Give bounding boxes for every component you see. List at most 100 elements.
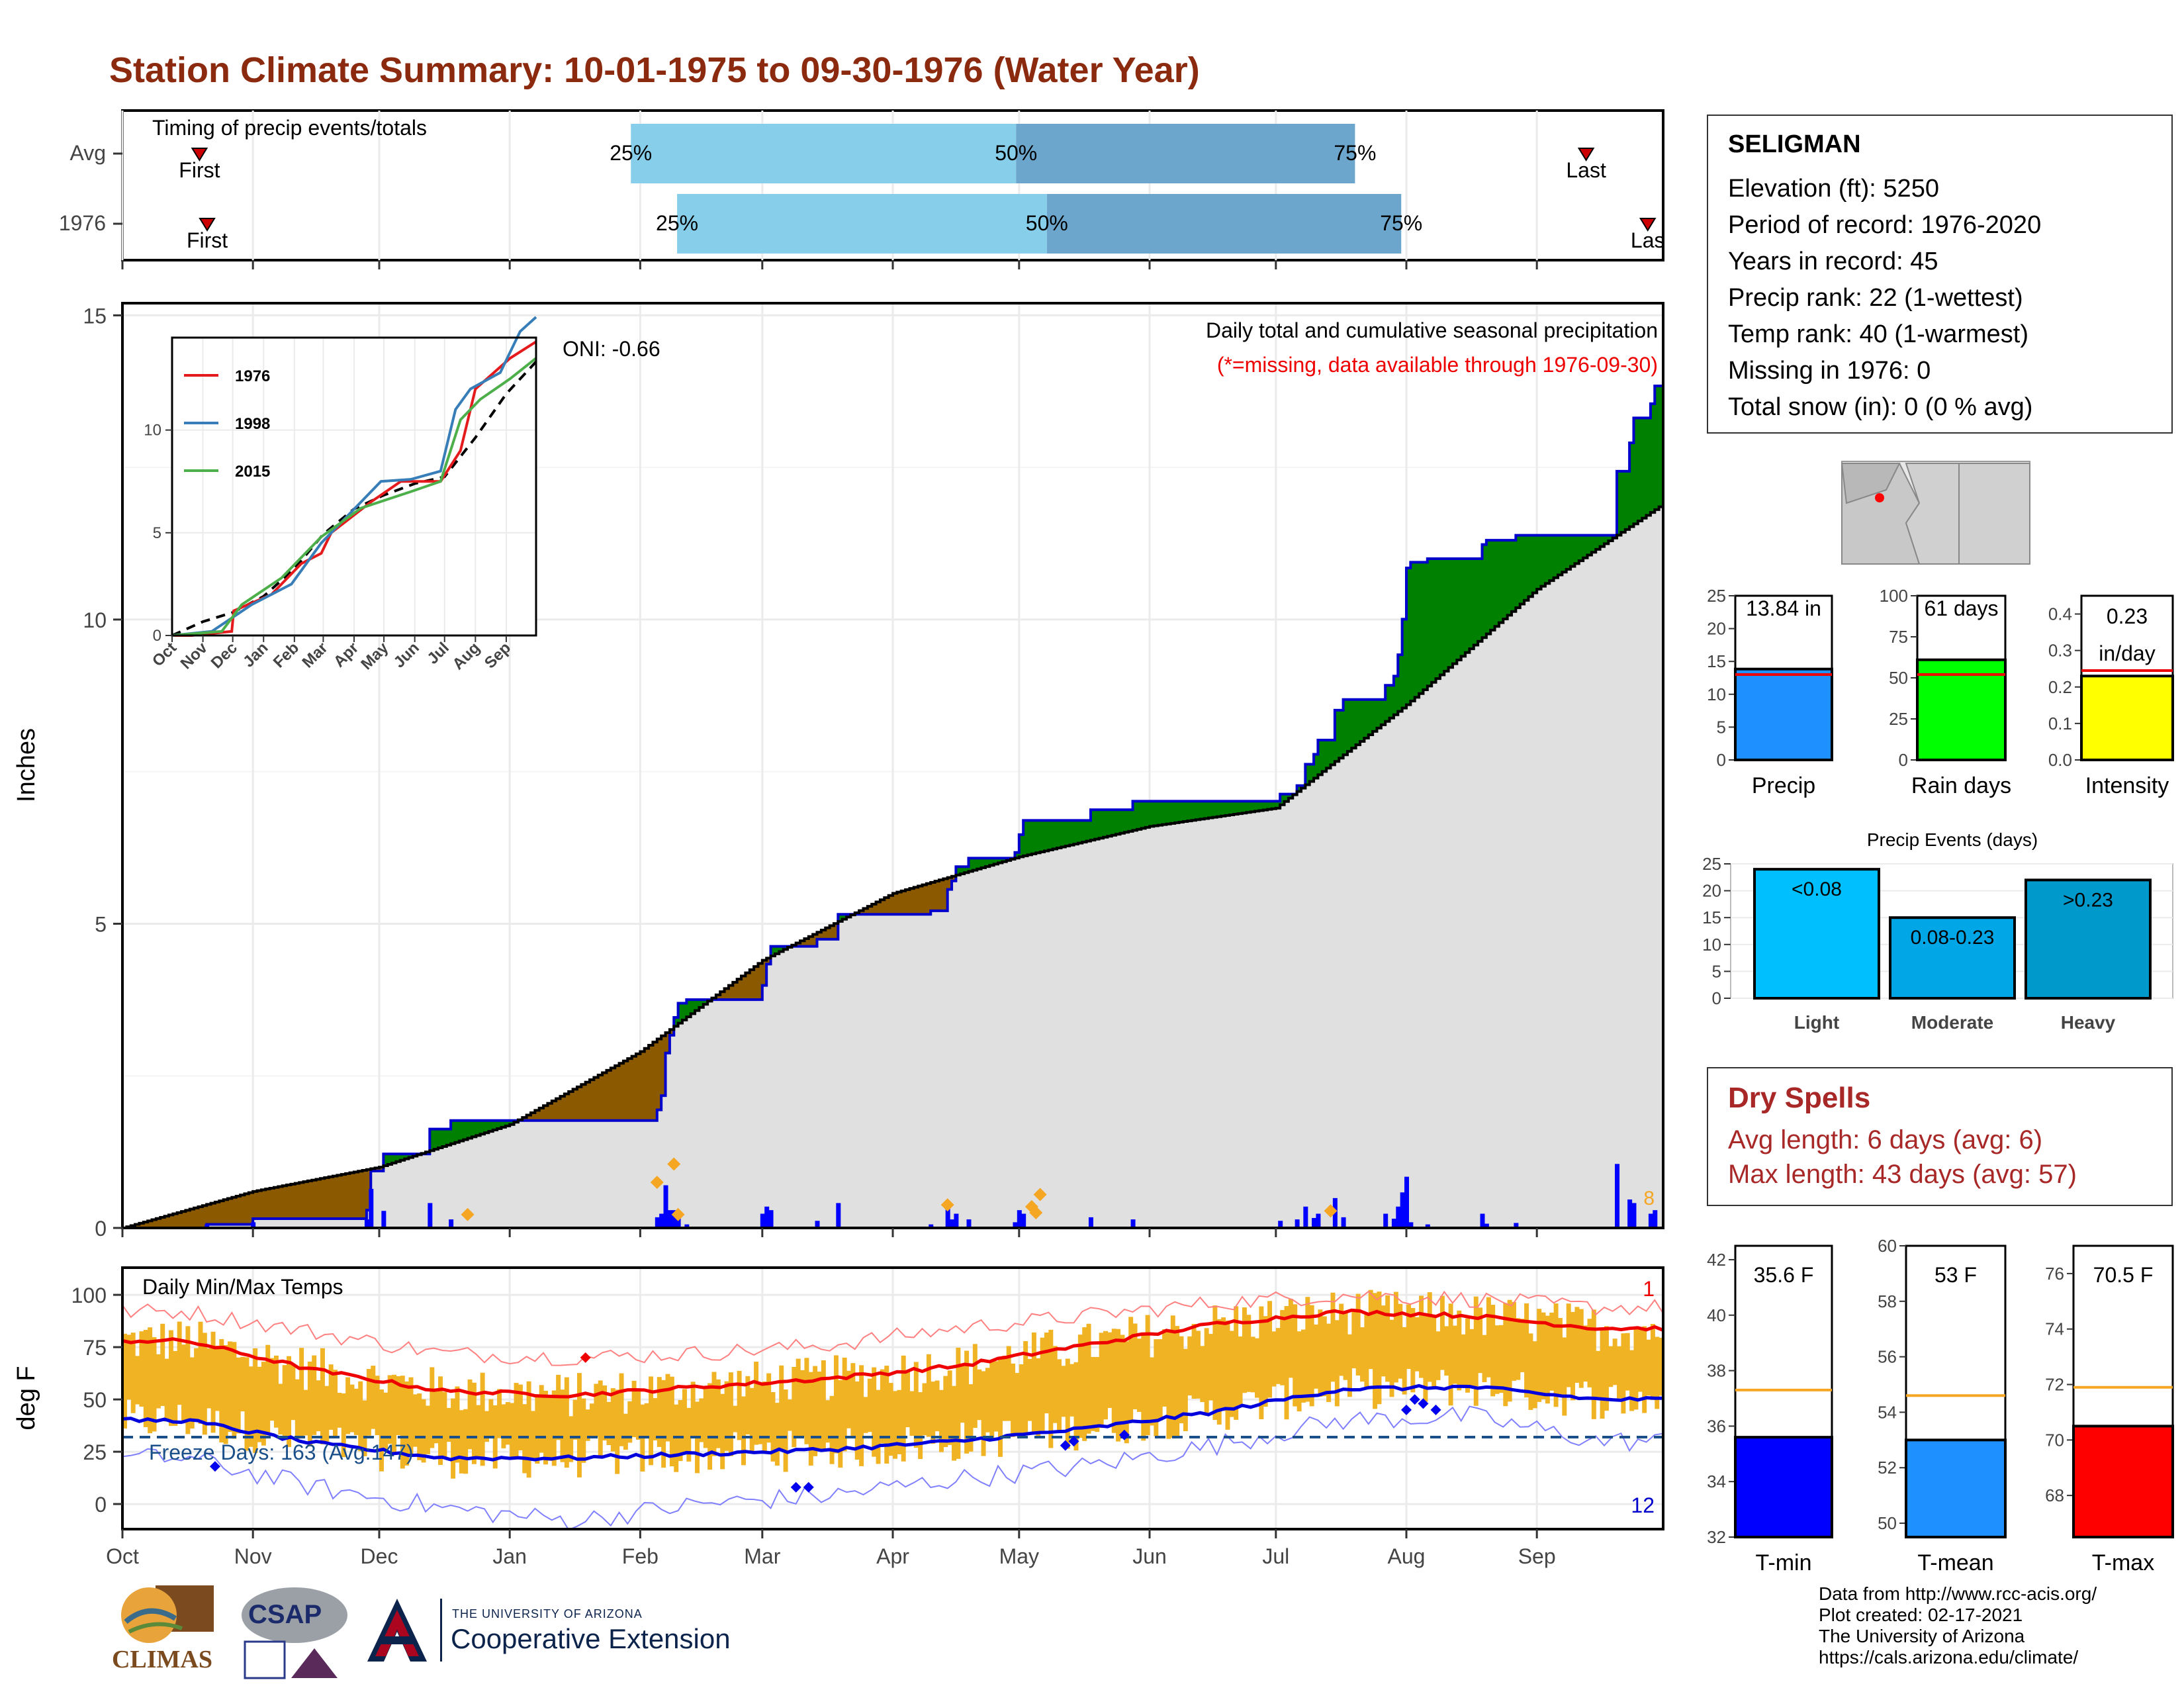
- daily-precip-bar: [1316, 1213, 1321, 1228]
- daily-temp-bar: [893, 1391, 897, 1459]
- daily-temp-bar: [1124, 1341, 1129, 1444]
- avg-max-line: [122, 1308, 1664, 1399]
- csap-logo: CSAP: [232, 1585, 351, 1685]
- daily-temp-bar: [728, 1372, 733, 1456]
- daily-temp-bar: [649, 1376, 654, 1466]
- daily-temp-bar: [918, 1392, 923, 1460]
- daily-temp-bar: [1377, 1291, 1382, 1405]
- station-missing: Missing in 1976: 0: [1728, 357, 1931, 385]
- daily-temp-bar: [1293, 1304, 1298, 1407]
- daily-temp-bar: [1398, 1303, 1403, 1379]
- timing-first-label: First: [179, 158, 220, 182]
- events-ytick-label: 25: [1702, 854, 1721, 874]
- station-precip-rank: Precip rank: 22 (1-wettest): [1728, 284, 2023, 312]
- event-value-label: 0.08-0.23: [1911, 927, 1995, 949]
- daily-temp-bar: [1183, 1348, 1188, 1432]
- daily-temp-bar: [1120, 1335, 1125, 1434]
- daily-temp-bar: [1461, 1334, 1466, 1386]
- daily-temp-bar: [160, 1323, 165, 1406]
- daily-temp-bar: [446, 1407, 451, 1442]
- daily-temp-bar: [1107, 1332, 1113, 1408]
- daily-temp-bar: [779, 1365, 784, 1452]
- daily-temp-bar: [291, 1365, 296, 1421]
- daily-temp-bar: [964, 1350, 970, 1454]
- daily-temp-bar: [1221, 1317, 1226, 1411]
- daily-temp-bar: [897, 1389, 902, 1454]
- daily-temp-bar: [228, 1341, 232, 1432]
- daily-precip-bar: [381, 1211, 387, 1228]
- stat-value-label: 0.23: [2107, 604, 2148, 628]
- daily-temp-bar: [703, 1386, 708, 1448]
- daily-temp-bar: [926, 1354, 931, 1437]
- record-max-line: [122, 1290, 1664, 1366]
- inset-ytick-label: 10: [144, 422, 161, 440]
- daily-temp-bar: [316, 1380, 321, 1432]
- daily-precip-bar: [1383, 1213, 1388, 1228]
- dry-spells-title: Dry Spells: [1728, 1082, 1871, 1114]
- daily-precip-bar: [950, 1219, 955, 1228]
- daily-temp-bar: [139, 1331, 144, 1407]
- daily-temp-bar: [783, 1389, 788, 1472]
- temp-stat-ytick-label: 42: [1707, 1250, 1726, 1270]
- daily-temp-bar: [1478, 1307, 1483, 1374]
- daily-temp-bar: [1469, 1329, 1475, 1386]
- daily-temp-bar: [177, 1321, 182, 1405]
- daily-precip-bar: [1484, 1223, 1489, 1228]
- temp-stat-ytick-label: 76: [2045, 1264, 2064, 1284]
- daily-temp-bar: [758, 1384, 763, 1444]
- climas-emblem-icon: [121, 1585, 214, 1643]
- daily-temp-bar: [1465, 1318, 1471, 1393]
- daily-temp-bar: [299, 1348, 304, 1436]
- daily-temp-bar: [1145, 1315, 1150, 1436]
- precip-y-axis-label: Inches: [13, 728, 40, 802]
- daily-temp-bar: [1208, 1334, 1214, 1401]
- credit-line: Data from http://www.rcc-acis.org/: [1819, 1583, 2097, 1604]
- stat-ytick-label: 0: [1717, 750, 1726, 770]
- stat-ytick-label: 0.1: [2048, 714, 2072, 733]
- daily-precip-bar: [1480, 1213, 1485, 1228]
- daily-temp-bar: [989, 1361, 995, 1440]
- daily-precip-bar: [1021, 1213, 1026, 1228]
- station-snow: Total snow (in): 0 (0 % avg): [1728, 393, 2033, 421]
- dry-spells-avg: Avg length: 6 days (avg: 6): [1728, 1125, 2043, 1154]
- daily-temp-bar: [572, 1399, 578, 1440]
- daily-temp-bar: [1216, 1319, 1222, 1425]
- daily-precip-bar: [1425, 1224, 1430, 1228]
- events-ytick-label: 15: [1702, 908, 1721, 927]
- daily-temp-bar: [1330, 1292, 1336, 1382]
- daily-temp-bar: [1099, 1333, 1104, 1429]
- daily-temp-bar: [307, 1361, 312, 1446]
- daily-temp-bar: [1528, 1333, 1533, 1410]
- daily-temp-bar: [956, 1347, 961, 1459]
- daily-record-marker-icon: [671, 1207, 685, 1221]
- inset-2015-line: [171, 357, 537, 637]
- daily-temp-bar: [909, 1391, 915, 1436]
- daily-precip-bar: [966, 1219, 972, 1228]
- daily-temp-bar: [505, 1402, 510, 1445]
- daily-record-marker-icon: [667, 1157, 681, 1171]
- daily-temp-bar: [312, 1355, 317, 1435]
- daily-temp-bar: [459, 1410, 464, 1474]
- daily-record-marker-icon: [461, 1207, 475, 1221]
- daily-temp-bar: [1646, 1339, 1651, 1396]
- daily-temp-bar: [1259, 1306, 1264, 1419]
- daily-temp-bar: [556, 1374, 561, 1440]
- daily-temp-bar: [859, 1365, 864, 1466]
- daily-temp-bar: [1275, 1328, 1281, 1384]
- daily-temp-bar: [829, 1395, 835, 1464]
- daily-temp-bar: [876, 1389, 881, 1464]
- daily-temp-bar: [1596, 1350, 1601, 1401]
- daily-temp-bar: [185, 1326, 191, 1434]
- map-state-nm: [1958, 463, 2030, 565]
- timing-q2-bar: [1016, 124, 1355, 183]
- daily-temp-bar: [1255, 1338, 1259, 1398]
- daily-temp-bar: [1019, 1364, 1024, 1436]
- daily-temp-bar: [1591, 1309, 1596, 1419]
- daily-temp-bar: [1629, 1350, 1635, 1411]
- stat-ytick-label: 20: [1707, 619, 1726, 639]
- daily-temp-bar: [349, 1384, 355, 1432]
- temp-stat-ytick-label: 70: [2045, 1430, 2064, 1450]
- daily-temp-bar: [1490, 1305, 1496, 1397]
- daily-temp-bar: [1494, 1325, 1500, 1394]
- temp-stat-ytick-label: 74: [2045, 1319, 2064, 1339]
